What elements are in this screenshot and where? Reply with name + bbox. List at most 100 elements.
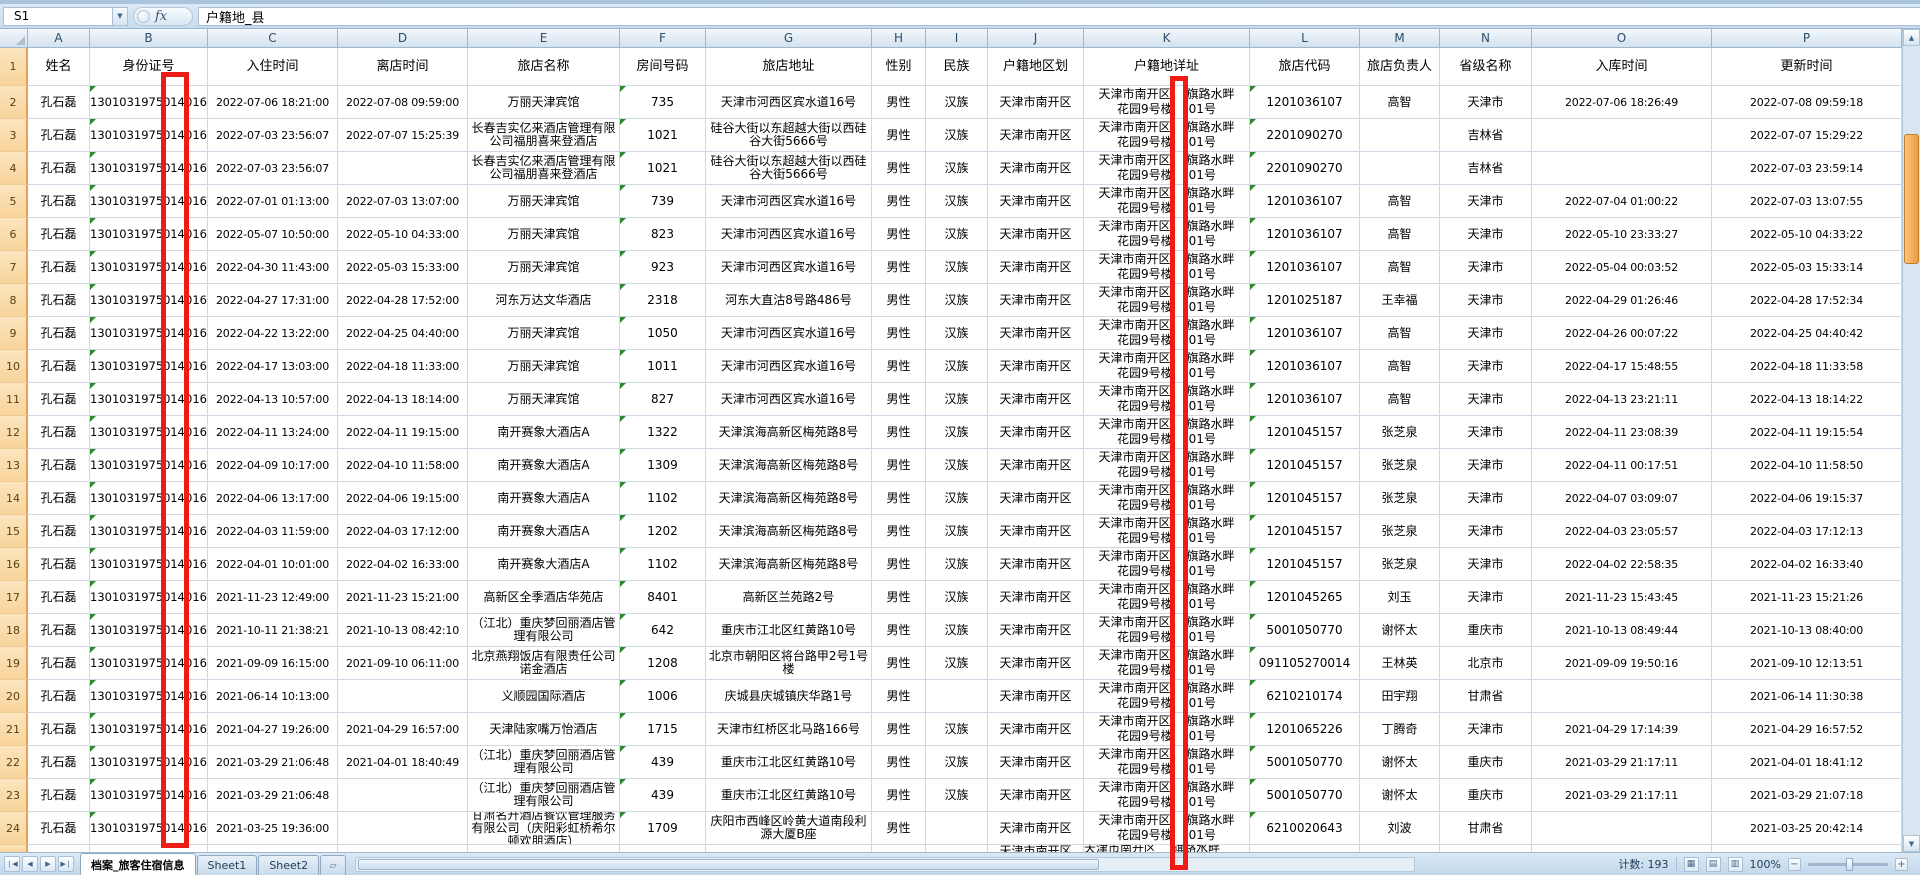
cell-store-time[interactable]: 2022-04-07 03:09:07 <box>1532 482 1712 515</box>
page-break-view-icon[interactable]: ▥ <box>1727 856 1743 872</box>
cell-hotel-address[interactable]: 庆城县庆城镇庆华路1号 <box>706 680 872 713</box>
cell-household-address[interactable]: 天津市南开区 旗路水畔 花园9号楼 01号 <box>1084 482 1250 515</box>
cell-update-time[interactable]: 2021-11-23 15:21:26 <box>1712 581 1902 614</box>
cell-hotel-code[interactable]: 1201036107 <box>1250 185 1360 218</box>
cell-room-number[interactable]: 1011 <box>620 350 706 383</box>
cell-room-number[interactable]: 1102 <box>620 482 706 515</box>
cell-household-address[interactable]: 天津市南开区 旗路水畔 花园9号楼 01号 <box>1084 680 1250 713</box>
cell-hotel-address[interactable]: 重庆市江北区红黄路10号 <box>706 746 872 779</box>
cell-household-region[interactable]: 天津市南开区 <box>988 713 1084 746</box>
cell-room-number[interactable]: 642 <box>620 614 706 647</box>
cell-province[interactable]: 北京市 <box>1440 647 1532 680</box>
cell-hotel-name[interactable]: （江北）重庆梦回丽酒店管理有限公司 <box>468 746 620 779</box>
cell-province[interactable]: 天津市 <box>1440 317 1532 350</box>
cell-checkin-time[interactable]: 2022-07-03 23:56:07 <box>208 152 338 185</box>
zoom-slider[interactable] <box>1808 857 1888 871</box>
horizontal-scroll-thumb[interactable] <box>358 858 1099 870</box>
cell-province[interactable]: 天津市 <box>1440 185 1532 218</box>
row-number-21[interactable]: 21 <box>0 713 28 746</box>
cell-household-address[interactable]: 天津市南开区 旗路水畔 花园9号楼 01号 <box>1084 812 1250 845</box>
cell-hotel-manager[interactable] <box>1360 152 1440 185</box>
cell-household-region[interactable]: 天津市南开区 <box>988 482 1084 515</box>
cell-household-address[interactable]: 天津市南开区 旗路水畔 花园9号楼 01号 <box>1084 119 1250 152</box>
cell-hotel-manager[interactable]: 张芝泉 <box>1360 482 1440 515</box>
cell-guest-name[interactable]: 孔石磊 <box>28 86 90 119</box>
cell-household-address[interactable]: 天津市南开区 旗路水畔 花园9号楼 01号 <box>1084 779 1250 812</box>
cell-update-time[interactable]: 2021-09-10 12:13:51 <box>1712 647 1902 680</box>
cell-hotel-name[interactable]: 高新区全季酒店华苑店 <box>468 581 620 614</box>
cell-store-time[interactable]: 2022-04-13 23:21:11 <box>1532 383 1712 416</box>
cell-hotel-name[interactable]: 万丽天津宾馆 <box>468 317 620 350</box>
cell-checkout-time[interactable]: 2022-04-06 19:15:00 <box>338 482 468 515</box>
cell-province[interactable]: 天津市 <box>1440 350 1532 383</box>
column-header-I[interactable]: I <box>926 29 988 48</box>
cell-ethnicity[interactable]: 汉族 <box>926 251 988 284</box>
cell-province[interactable]: 天津市 <box>1440 251 1532 284</box>
cell-checkin-time[interactable]: 2022-07-01 01:13:00 <box>208 185 338 218</box>
first-sheet-button[interactable]: ❘◀ <box>4 856 20 872</box>
cell-gender[interactable]: 男性 <box>872 482 926 515</box>
cell-gender[interactable]: 男性 <box>872 416 926 449</box>
cell-guest-name[interactable]: 孔石磊 <box>28 548 90 581</box>
cell-guest-name[interactable]: 孔石磊 <box>28 713 90 746</box>
cell-ethnicity[interactable]: 汉族 <box>926 482 988 515</box>
cell-gender[interactable]: 男性 <box>872 86 926 119</box>
cell-update-time[interactable]: 2022-07-03 23:59:14 <box>1712 152 1902 185</box>
cell-hotel-address[interactable]: 重庆市江北区红黄路10号 <box>706 779 872 812</box>
cell-ethnicity[interactable]: 汉族 <box>926 515 988 548</box>
row-number-6[interactable]: 6 <box>0 218 28 251</box>
sheet-tab-sheet2[interactable]: Sheet2 <box>258 855 320 875</box>
cell-checkout-time[interactable]: 2022-05-03 15:33:00 <box>338 251 468 284</box>
cell-gender[interactable]: 男性 <box>872 350 926 383</box>
column-header-J[interactable]: J <box>988 29 1084 48</box>
cell-room-number[interactable]: 1322 <box>620 416 706 449</box>
cell-hotel-manager[interactable]: 高智 <box>1360 383 1440 416</box>
cell-hotel-manager[interactable] <box>1360 119 1440 152</box>
cell-store-time[interactable]: 2022-04-11 00:17:51 <box>1532 449 1712 482</box>
cell-guest-name[interactable]: 孔石磊 <box>28 680 90 713</box>
cell-hotel-address[interactable]: 北京市朝阳区将台路甲2号1号楼 <box>706 647 872 680</box>
horizontal-scrollbar[interactable] <box>355 856 1416 872</box>
cell-household-address[interactable]: 天津市南开区 旗路水畔 花园9号楼 01号 <box>1084 713 1250 746</box>
column-header-E[interactable]: E <box>468 29 620 48</box>
cell-hotel-address[interactable]: 河东大直沽8号路486号 <box>706 284 872 317</box>
cell-id-number[interactable]: 13010319750 14 016 <box>90 515 208 548</box>
cell-hotel-name[interactable]: 义顺园国际酒店 <box>468 680 620 713</box>
cell-checkin-time[interactable]: 2021-03-29 21:06:48 <box>208 779 338 812</box>
cell-hotel-address[interactable]: 天津市红桥区北马路166号 <box>706 713 872 746</box>
cell-room-number[interactable]: 1309 <box>620 449 706 482</box>
cell-store-time[interactable]: 2021-03-29 21:17:11 <box>1532 746 1712 779</box>
cell-update-time[interactable]: 2021-04-29 16:57:52 <box>1712 713 1902 746</box>
cell-gender[interactable]: 男性 <box>872 383 926 416</box>
cell-update-time[interactable]: 2022-07-07 15:29:22 <box>1712 119 1902 152</box>
cell-id-number[interactable]: 13010319750 14 016 <box>90 482 208 515</box>
cell-guest-name[interactable]: 孔石磊 <box>28 251 90 284</box>
cell-room-number[interactable]: 1715 <box>620 713 706 746</box>
row-number-13[interactable]: 13 <box>0 449 28 482</box>
cell-room-number[interactable]: 1021 <box>620 152 706 185</box>
cell-hotel-name[interactable]: 天津陆家嘴万怡酒店 <box>468 713 620 746</box>
cell-gender[interactable]: 男性 <box>872 449 926 482</box>
row-number-5[interactable]: 5 <box>0 185 28 218</box>
cell-checkin-time[interactable]: 2022-04-27 17:31:00 <box>208 284 338 317</box>
cell-checkout-time[interactable]: 2022-07-03 13:07:00 <box>338 185 468 218</box>
cell-id-number[interactable]: 13010319750 14 016 <box>90 548 208 581</box>
cell-hotel-code[interactable]: 1201045265 <box>1250 581 1360 614</box>
cell-hotel-code[interactable]: 1201036107 <box>1250 218 1360 251</box>
cell-update-time[interactable]: 2022-04-18 11:33:58 <box>1712 350 1902 383</box>
cell-store-time[interactable]: 2022-04-02 22:58:35 <box>1532 548 1712 581</box>
cell-room-number[interactable]: 923 <box>620 251 706 284</box>
cell-ethnicity[interactable]: 汉族 <box>926 185 988 218</box>
cell-province[interactable]: 甘肃省 <box>1440 812 1532 845</box>
cell-hotel-code[interactable]: 5001050770 <box>1250 614 1360 647</box>
cell-gender[interactable]: 男性 <box>872 119 926 152</box>
cell-household-address[interactable]: 天津市南开区 旗路水畔 花园9号楼 01号 <box>1084 515 1250 548</box>
cell-province[interactable]: 天津市 <box>1440 515 1532 548</box>
cell-hotel-manager[interactable]: 高智 <box>1360 317 1440 350</box>
row-number-10[interactable]: 10 <box>0 350 28 383</box>
cell-household-address[interactable]: 天津市南开区 旗路水畔 花园9号楼 01号 <box>1084 416 1250 449</box>
cell-update-time[interactable]: 2021-10-13 08:40:00 <box>1712 614 1902 647</box>
cell-hotel-code[interactable]: 1201045157 <box>1250 482 1360 515</box>
prev-sheet-button[interactable]: ◀ <box>22 856 38 872</box>
cell-checkin-time[interactable]: 2022-04-03 11:59:00 <box>208 515 338 548</box>
